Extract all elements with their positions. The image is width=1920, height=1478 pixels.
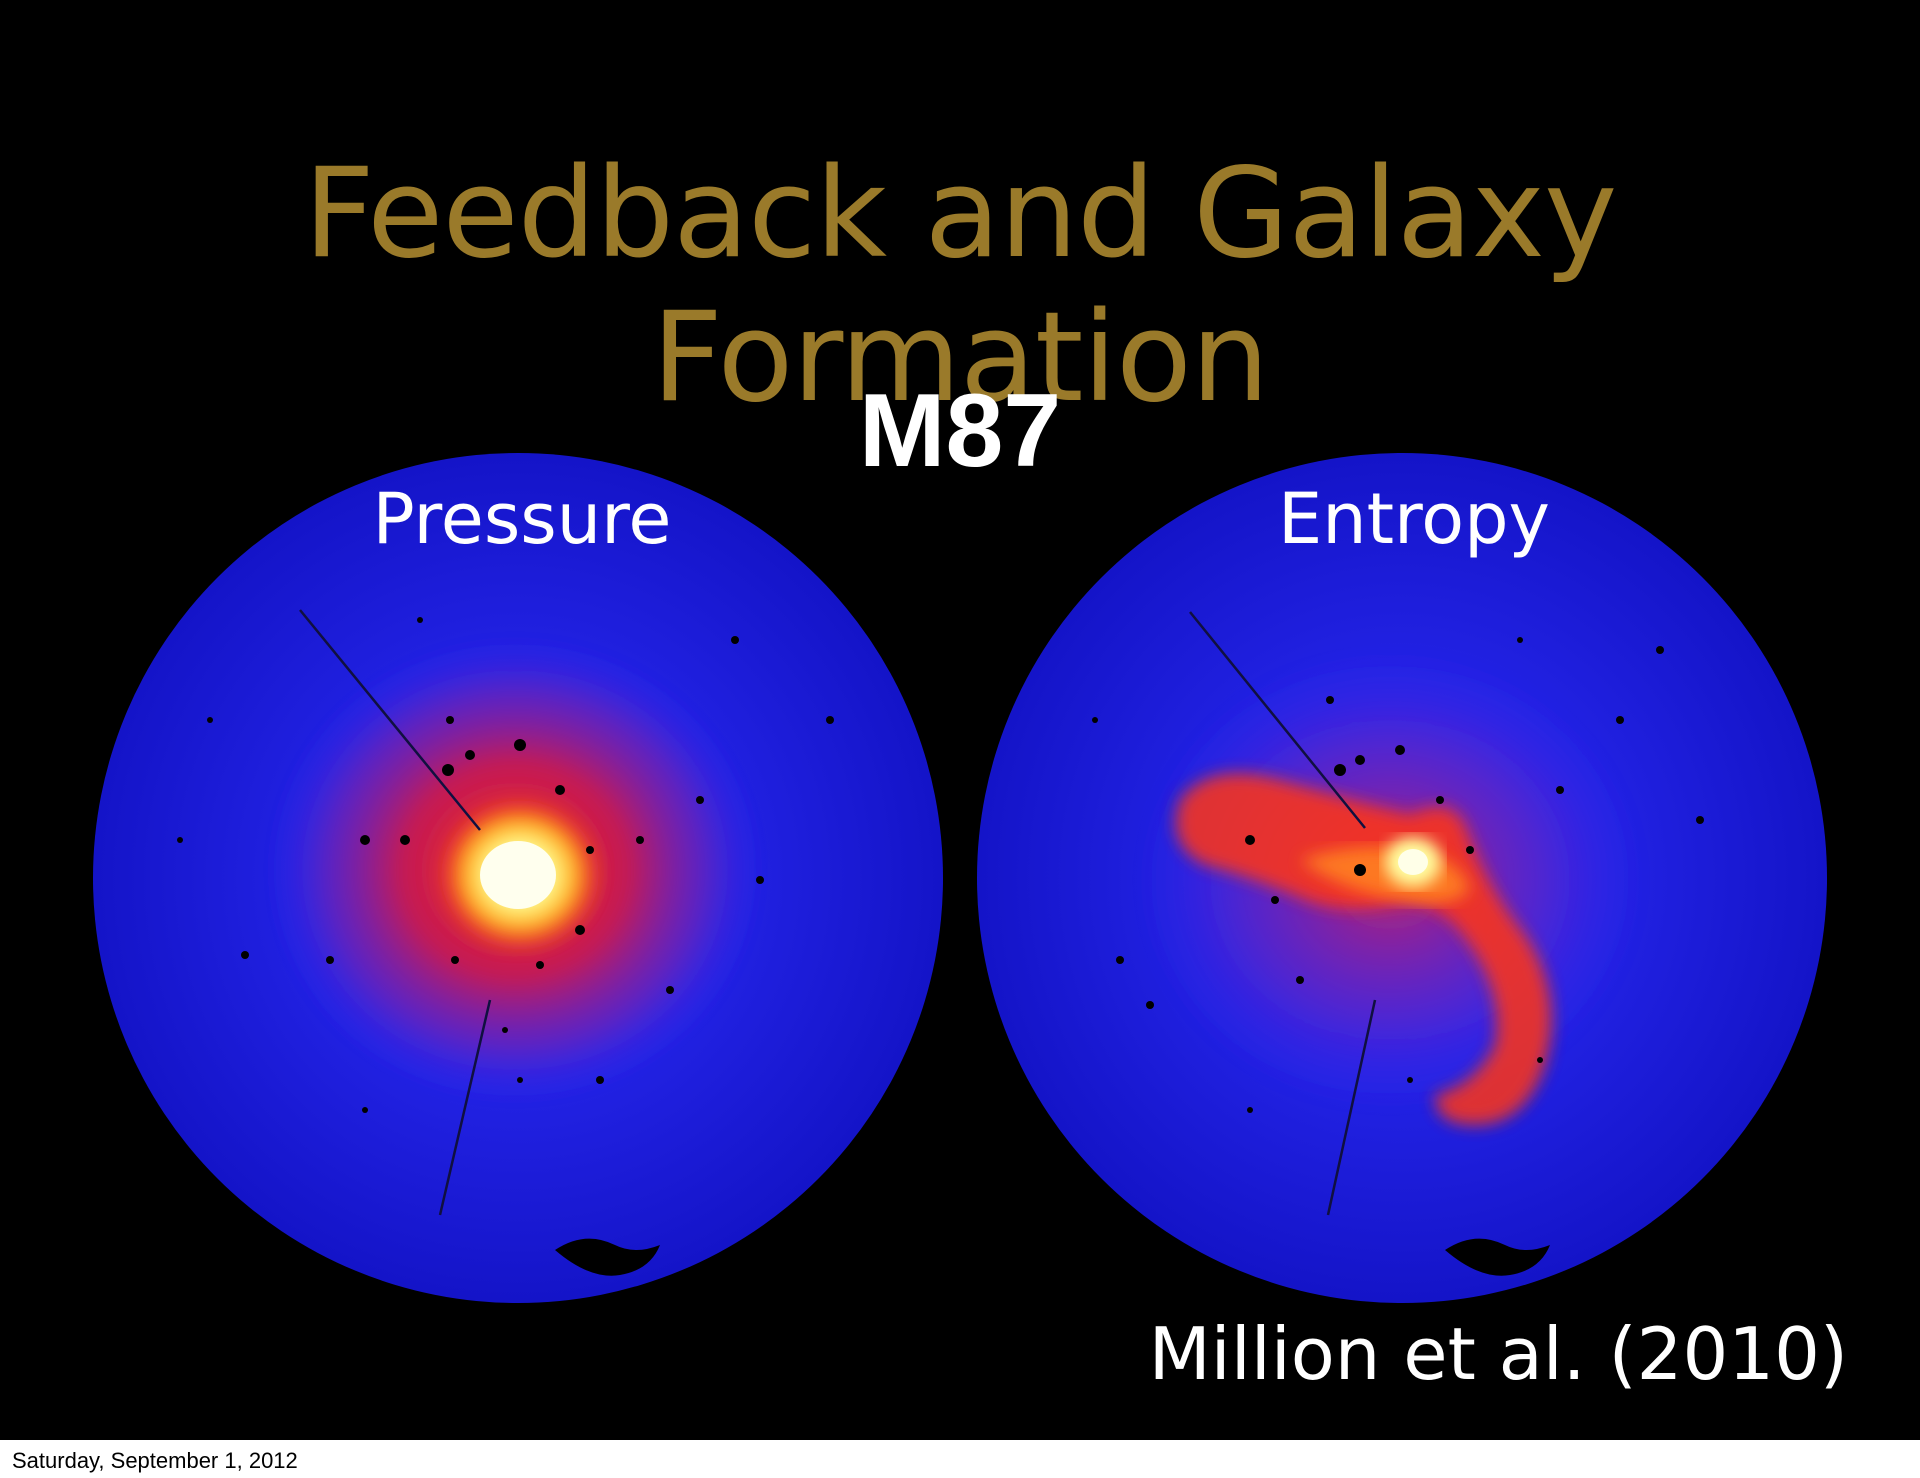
slide: Feedback and Galaxy Formation M87	[0, 0, 1920, 1440]
footer-date: Saturday, September 1, 2012	[12, 1448, 298, 1473]
pressure-label: Pressure	[372, 478, 672, 560]
credit-citation: Million et al. (2010)	[1148, 1312, 1848, 1396]
maps-figure	[93, 453, 1827, 1303]
pressure-map	[93, 453, 943, 1303]
object-label: M87	[858, 373, 1062, 489]
slide-title: Feedback and Galaxy Formation	[303, 142, 1618, 430]
entropy-map	[977, 453, 1827, 1303]
entropy-label: Entropy	[1278, 478, 1550, 560]
